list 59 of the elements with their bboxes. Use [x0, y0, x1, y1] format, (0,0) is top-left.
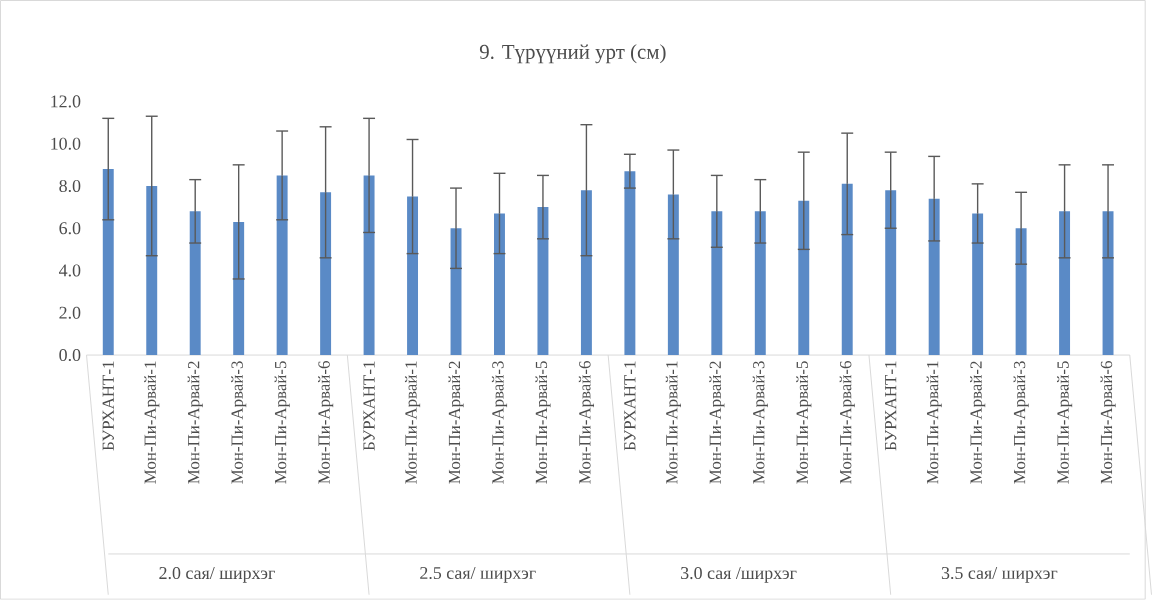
bar: [754, 211, 766, 356]
bar: [1059, 211, 1071, 356]
x-tick-label: Мон-Пи-Арвай-5: [274, 361, 290, 484]
bar: [624, 171, 636, 356]
x-tick-label: Мон-Пи-Арвай-3: [231, 361, 247, 484]
x-tick-label: БУРХАНТ-1: [102, 361, 114, 451]
y-tick-label: 2.0: [59, 306, 81, 319]
bar: [972, 213, 984, 356]
x-tick-label: Мон-Пи-Арвай-2: [709, 361, 725, 484]
x-tick-label: Мон-Пи-Арвай-2: [187, 361, 203, 484]
bar: [580, 190, 592, 356]
chart-title: 9. Түрүүний урт (см): [479, 44, 666, 64]
x-tick-label: Мон-Пи-Арвай-6: [1100, 361, 1116, 484]
bar: [885, 190, 897, 356]
x-tick-label: Мон-Пи-Арвай-1: [144, 361, 160, 484]
x-tick-label: Мон-Пи-Арвай-5: [796, 361, 812, 484]
x-tick-label: Мон-Пи-Арвай-3: [491, 361, 508, 484]
y-tick-label: 12.0: [51, 95, 81, 108]
bar: [146, 186, 158, 356]
x-tick-label: Мон-Пи-Арвай-3: [752, 361, 768, 484]
x-tick-label: БУРХАНТ-1: [624, 361, 636, 451]
bar: [537, 207, 549, 356]
x-tick-label: Мон-Пи-Арвай-6: [839, 361, 855, 484]
bar: [928, 198, 940, 356]
y-tick-label: 4.0: [58, 264, 81, 277]
x-tick-label: Мон-Пи-Арвай-5: [535, 361, 551, 484]
x-tick-label: Мон-Пи-Арвай-1: [926, 361, 942, 484]
x-tick-label: Мон-Пи-Арвай-5: [1056, 361, 1073, 484]
bar: [841, 184, 853, 356]
bar: [233, 222, 245, 356]
text: 2.5 сая/ ширхэг: [420, 567, 536, 583]
bar: [363, 175, 375, 356]
bar: [798, 200, 810, 356]
bar: [189, 211, 201, 356]
bar: [667, 194, 679, 356]
x-tick-label: Мон-Пи-Арвай-1: [665, 361, 681, 484]
bar: [102, 169, 114, 356]
bar: [276, 175, 288, 356]
x-tick-label: БУРХАНТ-1: [885, 361, 897, 451]
x-tick-label: Мон-Пи-Арвай-1: [404, 361, 421, 484]
bar: [1102, 211, 1114, 356]
bar: [494, 213, 505, 356]
bar: [407, 196, 419, 356]
x-tick-label: БУРХАНТ-1: [363, 361, 375, 451]
text: 2.0 сая/ ширхэг: [159, 567, 275, 583]
x-tick-label: Мон-Пи-Арвай-3: [1013, 361, 1029, 484]
y-tick-label: 10.0: [51, 137, 81, 150]
bar: [1015, 228, 1027, 356]
y-tick-label: 0.0: [59, 349, 81, 362]
y-tick-label: 6.0: [59, 222, 81, 235]
x-tick-label: Мон-Пи-Арвай-2: [970, 361, 986, 484]
x-tick-label: Мон-Пи-Арвай-6: [578, 361, 595, 484]
text: 3.0 сая /ширхэг: [681, 567, 797, 583]
x-tick-label: Мон-Пи-Арвай-6: [318, 361, 334, 484]
bar: [711, 211, 723, 356]
bar: [320, 192, 332, 356]
text: 3.5 сая/ ширхэг: [941, 567, 1058, 583]
y-tick-label: 8.0: [59, 180, 81, 193]
x-tick-label: Мон-Пи-Арвай-2: [448, 361, 464, 484]
